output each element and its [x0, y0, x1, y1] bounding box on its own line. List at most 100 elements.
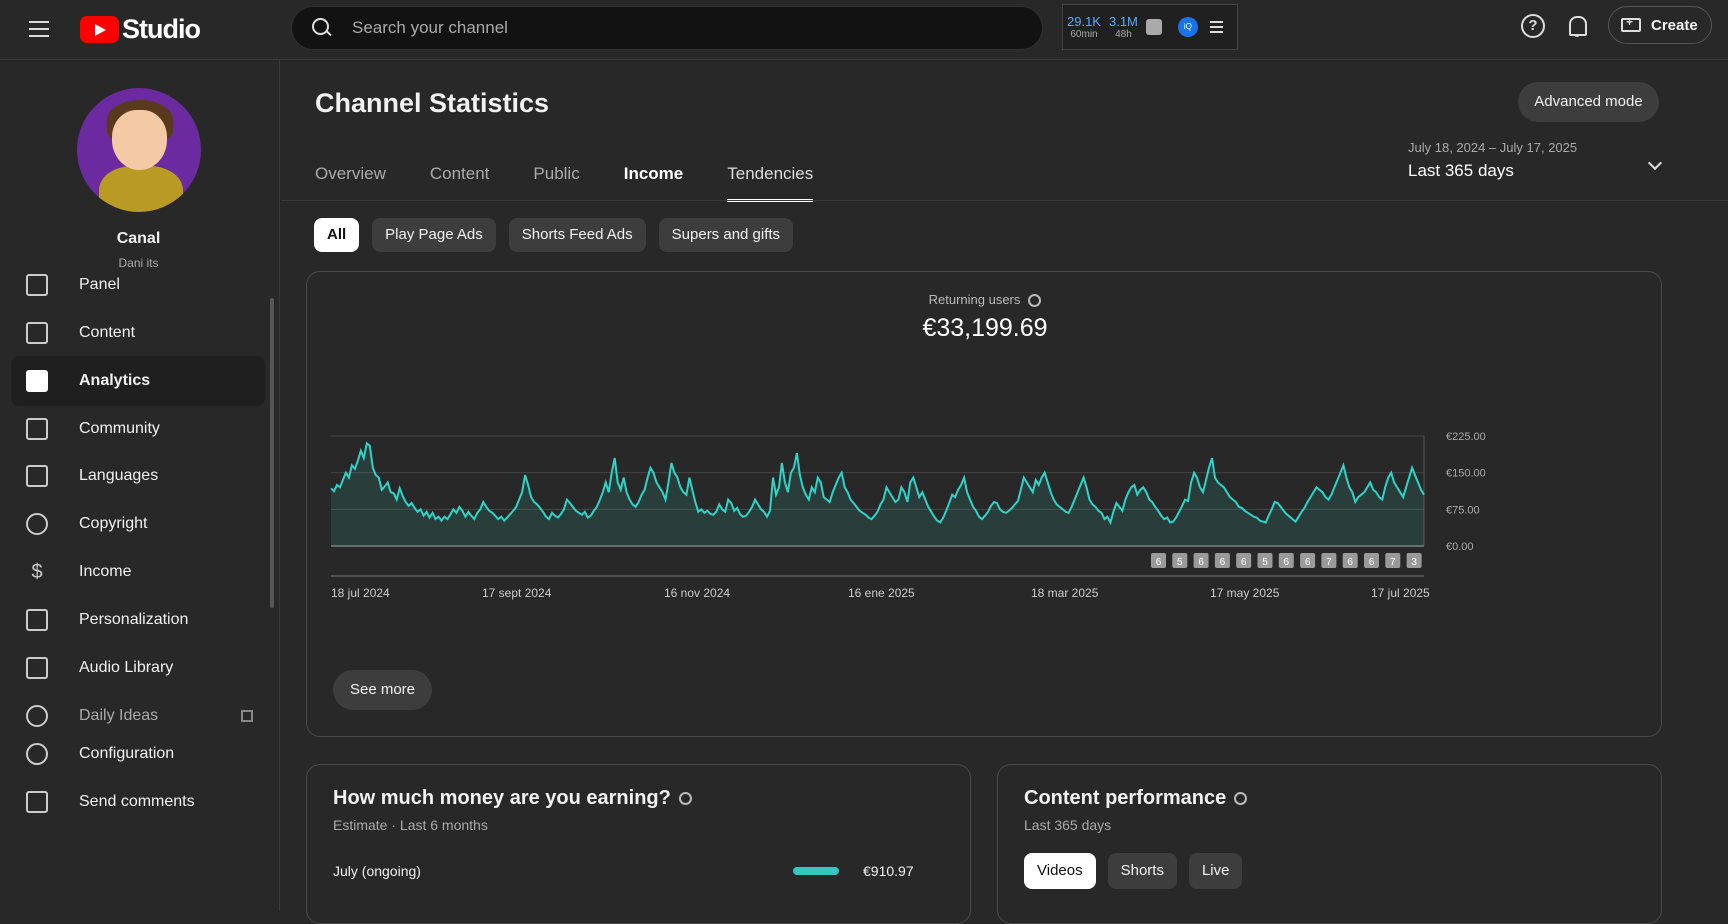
pill-videos[interactable]: Videos: [1024, 853, 1096, 889]
pill-shorts[interactable]: Shorts: [1107, 853, 1177, 889]
sidebar-item-personalization[interactable]: Personalization: [11, 595, 265, 645]
revenue-series-line: [330, 441, 1425, 526]
chip-shorts-feed-ads[interactable]: Shorts Feed Ads: [508, 218, 646, 252]
x-tick-label: 18 jul 2024: [331, 586, 390, 600]
sidebar-item-configuration[interactable]: Configuration: [11, 729, 265, 779]
bar-chart-icon[interactable]: [1145, 19, 1162, 35]
sidebar-item-content[interactable]: Content: [11, 308, 265, 358]
ideas-icon: [26, 705, 48, 727]
external-link-icon: [241, 710, 253, 722]
y-tick-label: €0.00: [1446, 541, 1474, 553]
upload-marker-label: 6: [1220, 557, 1226, 568]
subtitles-icon: [26, 465, 48, 487]
date-range-picker[interactable]: July 18, 2024 – July 17, 2025 Last 365 d…: [1408, 140, 1668, 181]
tab-overview[interactable]: Overview: [315, 164, 386, 183]
upload-marker-label: 5: [1262, 557, 1268, 568]
upload-marker: [1321, 553, 1337, 568]
sidebar-item-label: Income: [79, 563, 132, 580]
sidebar-item-daily-ideas[interactable]: Daily Ideas: [11, 691, 265, 741]
upload-marker: [1193, 553, 1209, 568]
upload-marker-label: 7: [1390, 557, 1396, 568]
see-more-button[interactable]: See more: [333, 670, 432, 710]
chip-all[interactable]: All: [314, 218, 360, 252]
menu-icon[interactable]: [26, 16, 52, 42]
advanced-mode-button[interactable]: Advanced mode: [1518, 82, 1659, 122]
sidebar-item-label: Community: [79, 420, 160, 437]
create-button[interactable]: Create: [1608, 6, 1712, 44]
chip-play-page-ads[interactable]: Play Page Ads: [372, 218, 496, 252]
sidebar-item-label: Languages: [79, 467, 159, 484]
widget-menu-icon[interactable]: [1209, 18, 1223, 36]
channel-avatar[interactable]: [77, 88, 201, 212]
pill-live[interactable]: Live: [1188, 853, 1243, 889]
divider: [281, 200, 1728, 201]
sidebar-item-community[interactable]: Community: [11, 404, 265, 454]
help-icon[interactable]: ?: [1521, 14, 1545, 38]
clock-icon[interactable]: [678, 792, 692, 806]
search-input[interactable]: [352, 18, 1002, 38]
realtime-stats-widget[interactable]: 29.1K 60min 3.1M 48h iQ: [1062, 4, 1238, 50]
search-icon[interactable]: [312, 18, 332, 38]
analytics-icon: [26, 370, 48, 392]
clock-icon[interactable]: [1234, 792, 1248, 806]
magic-wand-icon: [26, 609, 48, 631]
sidebar-item-languages[interactable]: Languages: [11, 451, 265, 501]
audio-library-icon: [26, 657, 48, 679]
sidebar-item-analytics[interactable]: Analytics: [11, 356, 265, 406]
sidebar-item-copyright[interactable]: Copyright: [11, 499, 265, 549]
top-bar: Studio 29.1K 60min 3.1M 48h iQ ? Create: [0, 0, 1728, 60]
upload-marker-label: 6: [1156, 557, 1162, 568]
stat-48h: 3.1M 48h: [1109, 15, 1138, 40]
gear-icon: [26, 743, 48, 765]
sidebar: Canal Dani its Panel Content Analytics Comm…: [0, 60, 280, 911]
sidebar-item-label: Audio Library: [79, 659, 174, 676]
stat-60min: 29.1K 60min: [1067, 15, 1101, 40]
upload-marker-label: 6: [1198, 557, 1204, 568]
earnings-row-bar: [793, 867, 839, 875]
upload-marker-label: 6: [1369, 557, 1375, 568]
tab-tendencies[interactable]: Tendencies: [727, 164, 814, 202]
earnings-title-text: How much money are you earning?: [333, 787, 671, 809]
performance-title-text: Content performance: [1024, 787, 1227, 809]
bell-icon[interactable]: [1566, 14, 1588, 38]
sidebar-item-send-comments[interactable]: Send comments: [11, 777, 265, 827]
sidebar-scrollbar[interactable]: [270, 298, 274, 608]
revenue-area-fill: [331, 443, 1424, 546]
main-content: Channel Statistics Advanced mode Overvie…: [281, 60, 1728, 924]
stat-value: 3.1M: [1108, 13, 1138, 29]
clock-icon[interactable]: [1028, 294, 1042, 308]
upload-marker: [1406, 553, 1422, 568]
earnings-card: How much money are you earning? Estimate…: [306, 764, 971, 924]
tab-content[interactable]: Content: [429, 164, 490, 183]
stat-value: 29.1K: [1067, 13, 1101, 29]
vidiq-icon[interactable]: iQ: [1177, 17, 1198, 37]
sidebar-item-label: Copyright: [79, 515, 148, 532]
upload-marker: [1342, 553, 1358, 568]
revenue-chart-card: Returning users €33,199.69 €0.00 €75.00 €1…: [306, 271, 1662, 737]
tab-income[interactable]: Income: [623, 164, 684, 183]
studio-logo[interactable]: Studio: [80, 11, 201, 47]
dashboard-icon: [26, 274, 48, 296]
upload-marker: [1385, 553, 1401, 568]
earnings-subtitle: Estimate · Last 6 months: [333, 817, 488, 833]
upload-marker-label: 6: [1241, 557, 1247, 568]
stat-label: 48h: [1115, 28, 1132, 40]
earnings-title: How much money are you earning?: [333, 787, 692, 810]
upload-marker: [1236, 553, 1252, 568]
upload-marker: [1364, 553, 1379, 568]
chip-supers-and-gifts[interactable]: Supers and gifts: [658, 218, 794, 252]
sidebar-item-income[interactable]: $ Income: [11, 547, 265, 597]
sidebar-item-panel[interactable]: Panel: [11, 260, 265, 310]
search-bar[interactable]: [291, 6, 1043, 50]
upload-marker-label: 6: [1347, 557, 1353, 568]
sidebar-item-audio-library[interactable]: Audio Library: [11, 643, 265, 693]
tab-public[interactable]: Public: [533, 164, 580, 183]
copyright-icon: [26, 513, 48, 535]
revenue-area-chart: €0.00 €75.00 €150.00 €225.00 6 5 6 6 6 5 6 6 7 6 6 7 3 18…: [330, 431, 1486, 600]
feedback-icon: [26, 791, 48, 813]
upload-marker: [1214, 553, 1230, 568]
x-tick-label: 16 nov 2024: [664, 586, 730, 600]
upload-marker-label: 6: [1284, 557, 1290, 568]
upload-marker: [1172, 553, 1188, 568]
page-title: Channel Statistics: [315, 88, 550, 118]
